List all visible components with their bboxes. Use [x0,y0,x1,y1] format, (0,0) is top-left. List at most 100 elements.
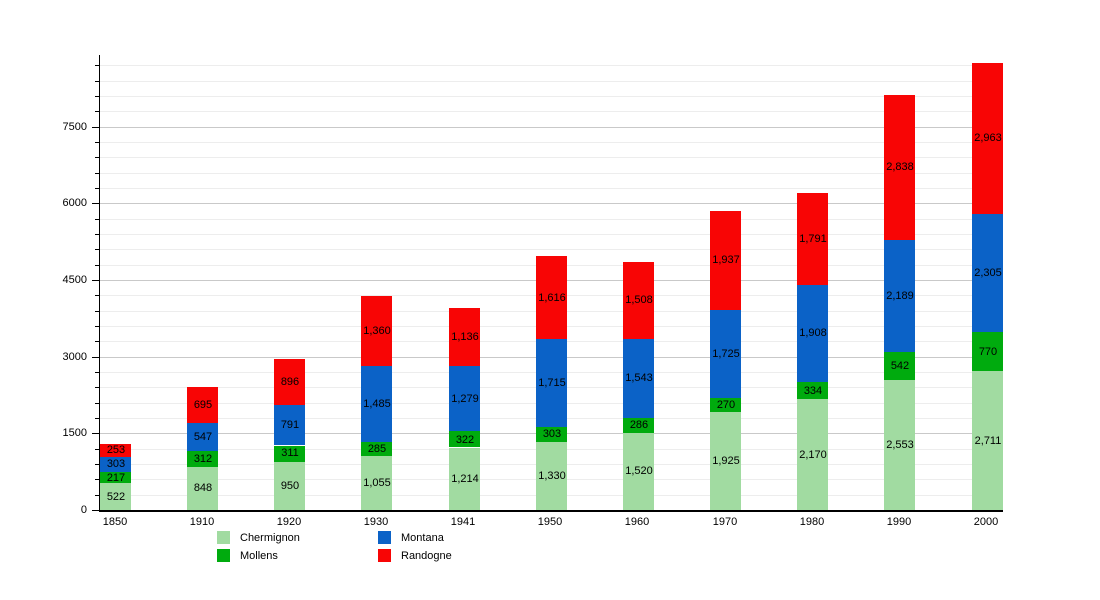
y-axis-label: 7500 [62,121,87,133]
bar-segment-randogne [884,95,915,240]
bar-value-label: 2,553 [886,439,914,451]
x-axis-label: 1950 [537,516,563,528]
bar-value-label: 217 [106,472,126,484]
y-major-tick [92,280,99,281]
bar-value-label: 2,711 [974,435,1002,447]
bar-segment-mollens [100,472,131,483]
bar-segment-chermignon [710,412,741,510]
legend-swatch-randogne [378,549,391,562]
legend-label: Randogne [401,550,452,562]
plot-area: 522 217 303 253 848 312 547 695 950 311 791 896 1,05… [99,55,1003,512]
bar-value-label: 1,908 [799,327,827,339]
bar-value-label: 770 [978,346,998,358]
minor-gridline [100,173,1003,174]
bar-value-label: 1,055 [363,477,391,489]
bar-segment-randogne [449,308,480,366]
bar-segment-montana [797,284,828,382]
y-minor-tick [95,142,99,143]
y-minor-tick [95,372,99,373]
y-minor-tick [95,418,99,419]
bar-value-label: 1,214 [451,473,479,485]
legend-label: Mollens [240,550,278,562]
bar-segment-randogne [797,193,828,285]
bar-value-label: 1,485 [363,398,391,410]
bar-value-label: 2,305 [974,267,1002,279]
bar-segment-montana [449,366,480,431]
bar-segment-mollens [536,427,567,442]
y-major-tick [92,203,99,204]
minor-gridline [100,81,1003,82]
bar-value-label: 1,136 [451,331,479,343]
y-minor-tick [95,157,99,158]
bar-segment-chermignon [972,371,1003,510]
y-axis-label: 4500 [62,274,87,286]
y-minor-tick [95,311,99,312]
bar-value-label: 285 [367,443,387,455]
x-axis-label: 1990 [886,516,912,528]
bar-segment-mollens [797,382,828,399]
y-minor-tick [95,249,99,250]
bar-value-label: 2,170 [799,449,827,461]
x-axis-label: 1941 [450,516,476,528]
bar-value-label: 522 [106,491,126,503]
major-gridline [100,203,1003,204]
y-minor-tick [95,219,99,220]
minor-gridline [100,65,1003,66]
bar-segment-chermignon [536,442,567,510]
bar-value-label: 2,189 [886,290,914,302]
x-axis-label: 1970 [712,516,738,528]
minor-gridline [100,219,1003,220]
y-minor-tick [95,464,99,465]
bar-segment-montana [274,405,305,445]
bar-value-label: 286 [629,419,649,431]
bar-value-label: 848 [193,482,213,494]
bar-value-label: 303 [542,428,562,440]
bar-value-label: 312 [193,453,213,465]
y-minor-tick [95,96,99,97]
bar-segment-montana [710,310,741,398]
bar-segment-randogne [623,262,654,339]
bar-segment-randogne [187,387,218,423]
bar-segment-randogne [972,63,1003,214]
minor-gridline [100,188,1003,189]
minor-gridline [100,157,1003,158]
y-minor-tick [95,81,99,82]
bar-value-label: 1,543 [625,372,653,384]
bar-segment-chermignon [797,399,828,510]
bar-segment-chermignon [274,461,305,510]
y-minor-tick [95,295,99,296]
y-minor-tick [95,449,99,450]
y-minor-tick [95,65,99,66]
bar-segment-chermignon [361,456,392,510]
bar-segment-randogne [536,256,567,339]
bar-value-label: 311 [281,447,299,459]
bar-value-label: 547 [193,431,213,443]
bar-value-label: 2,838 [886,161,914,173]
y-minor-tick [95,387,99,388]
bar-segment-mollens [884,352,915,380]
y-axis-label: 6000 [62,197,87,209]
bar-value-label: 322 [455,434,475,446]
bar-value-label: 695 [193,399,213,411]
bar-segment-chermignon [100,483,131,510]
bar-value-label: 1,520 [625,465,653,477]
bar-value-label: 950 [280,480,300,492]
y-minor-tick [95,403,99,404]
major-gridline [100,127,1003,128]
bar-value-label: 1,279 [451,393,479,405]
bar-value-label: 1,360 [363,325,391,337]
bar-value-label: 542 [890,360,910,372]
bar-segment-montana [187,423,218,451]
y-minor-tick [95,173,99,174]
bar-value-label: 1,616 [538,292,566,304]
bar-segment-chermignon [187,467,218,510]
bar-value-label: 896 [280,376,300,388]
bar-value-label: 1,715 [538,377,566,389]
bar-segment-randogne [710,211,741,310]
legend-label: Chermignon [240,532,300,544]
bar-segment-montana [972,214,1003,332]
bar-value-label: 303 [106,458,126,470]
minor-gridline [100,111,1003,112]
bar-value-label: 1,937 [712,254,740,266]
